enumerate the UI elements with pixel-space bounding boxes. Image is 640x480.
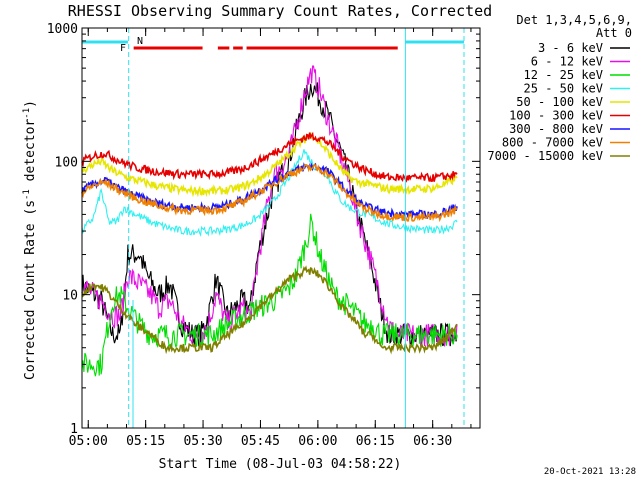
legend-label: 300 - 800 keV — [509, 122, 603, 136]
y-axis-label-sup1: -1 — [22, 189, 32, 200]
x-axis-label: Start Time (08-Jul-03 04:58:22) — [159, 457, 402, 472]
legend-label: 3 - 6 keV — [538, 41, 603, 55]
y-axis-label-part3: ) — [23, 100, 38, 108]
y-tick-label: 100 — [55, 155, 78, 170]
series-line — [81, 131, 458, 183]
x-tick-label: 05:00 — [69, 434, 108, 449]
legend-label: 50 - 100 keV — [516, 95, 603, 109]
legend-label: 12 - 25 keV — [524, 68, 603, 82]
y-tick-label: 1000 — [47, 22, 78, 37]
legend-label: 6 - 12 keV — [531, 55, 603, 69]
y-tick-label: 10 — [62, 289, 78, 304]
series-line — [81, 132, 458, 198]
flag-label-f: F — [120, 43, 126, 54]
flag-label-n: N — [137, 36, 143, 47]
legend-header-line2: Att 0 — [596, 26, 632, 40]
x-tick-label: 05:30 — [183, 434, 222, 449]
plot-border — [81, 27, 481, 429]
series-line — [81, 265, 458, 355]
legend-label: 800 - 7000 keV — [502, 136, 603, 150]
legend-label: 100 - 300 keV — [509, 109, 603, 123]
chart-title: RHESSI Observing Summary Count Rates, Co… — [68, 2, 492, 20]
x-tick-label: 06:00 — [298, 434, 337, 449]
series-line — [81, 149, 458, 237]
y-axis-label-part2: detector — [23, 119, 38, 190]
y-tick-label: 1 — [70, 422, 78, 437]
series-line — [81, 163, 458, 223]
x-tick-label: 06:15 — [356, 434, 395, 449]
timestamp: 20-Oct-2021 13:28 — [544, 467, 636, 477]
y-axis-label-part1: Corrected Count Rate (s — [23, 200, 38, 380]
legend-label: 25 - 50 keV — [524, 82, 603, 96]
legend-label: 7000 - 15000 keV — [487, 149, 603, 163]
y-axis-label: Corrected Count Rate (s-1 detector-1) — [22, 100, 38, 380]
x-tick-label: 05:15 — [126, 434, 165, 449]
axes: 1 10 100 1000 05:00 05:15 05:30 05:45 06:00 06:15… — [47, 22, 480, 449]
series-line — [81, 213, 458, 377]
plot-frame: FN — [81, 27, 481, 429]
x-tick-label: 06:30 — [413, 434, 452, 449]
y-axis-label-sup2: -1 — [22, 108, 32, 119]
series-layer — [81, 65, 458, 377]
legend-header-line1: Det 1,3,4,5,6,9, — [516, 13, 632, 27]
x-tick-label: 05:45 — [241, 434, 280, 449]
